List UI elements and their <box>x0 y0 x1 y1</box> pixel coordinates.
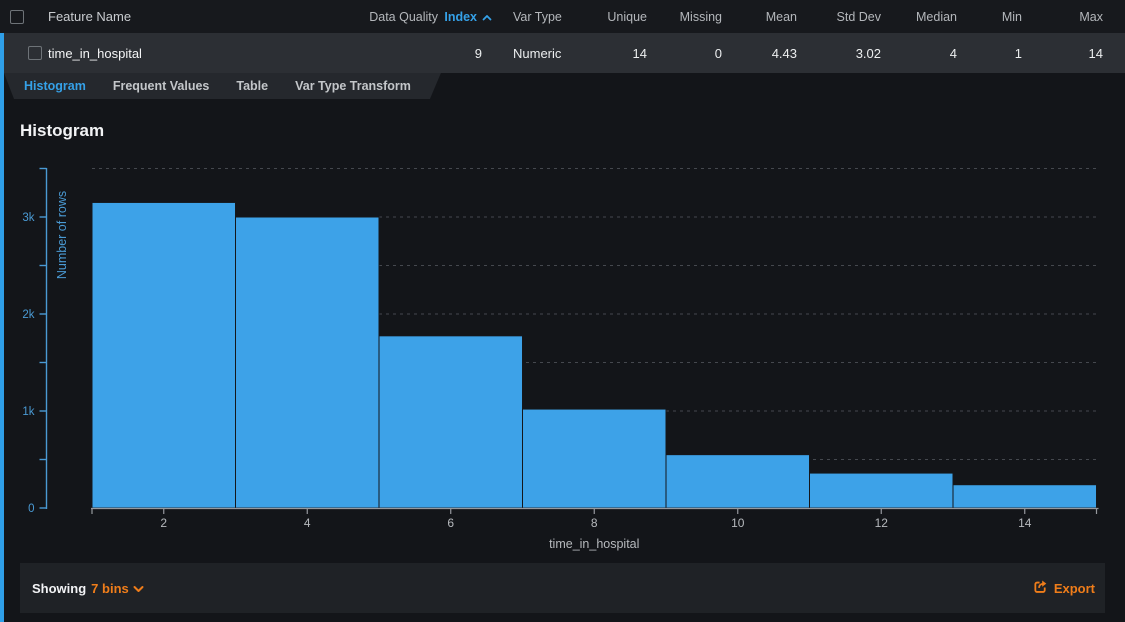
x-tick-label: 2 <box>160 516 167 530</box>
std-dev-value: 3.02 <box>855 45 881 61</box>
mean-value: 4.43 <box>771 45 797 61</box>
x-tick-label: 10 <box>731 516 745 530</box>
y-tick-label: 2k <box>22 309 34 321</box>
panel-title: Histogram <box>20 121 105 140</box>
histogram-bar-3[interactable] <box>378 335 523 509</box>
unique-value: 14 <box>632 45 647 61</box>
tab-var-type-transform[interactable]: Var Type Transform <box>295 79 411 93</box>
x-axis-title: time_in_hospital <box>549 537 639 551</box>
y-tick-label: 1k <box>22 406 34 418</box>
histogram-chart: 0 1k 2k 3k Number of rows 2 4 6 8 10 12 14 time_in_h… <box>0 150 1125 562</box>
feature-table-header: Feature Name Data Quality Index Var Type… <box>0 0 1125 33</box>
x-tick-label: 14 <box>1018 516 1032 530</box>
column-std-dev[interactable]: Std Dev <box>836 9 881 24</box>
tab-frequent-values[interactable]: Frequent Values <box>112 79 210 93</box>
x-tick-label: 6 <box>447 516 454 530</box>
tab-table[interactable]: Table <box>236 79 269 93</box>
median-value: 4 <box>949 45 957 61</box>
column-median[interactable]: Median <box>916 9 957 24</box>
histogram-bar-6[interactable] <box>809 472 954 509</box>
feature-name-value[interactable]: time_in_hospital <box>48 45 142 61</box>
y-tick-label: 3k <box>22 212 34 224</box>
sort-ascending-icon <box>482 10 492 24</box>
histogram-bar-1[interactable] <box>91 201 236 509</box>
bins-dropdown[interactable]: 7 bins <box>91 581 144 596</box>
x-tick-label: 8 <box>591 516 598 530</box>
select-all-checkbox[interactable] <box>10 9 24 24</box>
y-axis-title: Number of rows <box>55 191 69 279</box>
missing-value: 0 <box>714 45 722 61</box>
var-type-value: Numeric <box>513 45 562 61</box>
min-value: 1 <box>1014 45 1022 61</box>
feature-row-time-in-hospital[interactable]: time_in_hospital 9 Numeric 14 0 4.43 3.0… <box>0 33 1125 73</box>
chevron-down-icon <box>133 581 144 596</box>
showing-label: Showing <box>32 580 87 596</box>
max-value: 14 <box>1088 45 1103 61</box>
y-tick-label: 0 <box>28 503 34 515</box>
column-missing[interactable]: Missing <box>679 9 722 24</box>
x-tick-label: 12 <box>875 516 889 530</box>
export-button[interactable]: Export <box>1033 579 1095 597</box>
histogram-bar-7[interactable] <box>952 484 1097 509</box>
export-label: Export <box>1053 580 1095 596</box>
showing-bins: Showing 7 bins <box>32 581 144 596</box>
index-value: 9 <box>474 45 482 61</box>
column-var-type[interactable]: Var Type <box>513 9 562 24</box>
histogram-svg: 0 1k 2k 3k Number of rows 2 4 6 8 10 12 14 time_in_h… <box>22 167 1099 551</box>
column-max[interactable]: Max <box>1079 9 1103 24</box>
export-icon <box>1033 579 1048 597</box>
tab-histogram[interactable]: Histogram <box>24 79 86 93</box>
column-mean[interactable]: Mean <box>765 9 797 24</box>
column-data-quality[interactable]: Data Quality <box>369 9 438 24</box>
column-unique[interactable]: Unique <box>607 9 647 24</box>
select-all-cell <box>0 9 48 24</box>
histogram-bar-2[interactable] <box>235 216 380 509</box>
row-select-cell <box>0 46 48 60</box>
row-checkbox[interactable] <box>28 46 42 60</box>
x-tick-label: 4 <box>304 516 311 530</box>
column-index-label: Index <box>444 9 477 24</box>
histogram-bar-4[interactable] <box>522 408 667 509</box>
chart-footer: Showing 7 bins Export <box>20 563 1105 613</box>
column-index-sorted[interactable]: Index <box>438 10 494 24</box>
selected-row-indicator <box>0 33 4 622</box>
bins-value: 7 bins <box>91 580 129 596</box>
column-feature-name[interactable]: Feature Name <box>48 9 132 24</box>
histogram-bar-5[interactable] <box>665 454 810 509</box>
column-min[interactable]: Min <box>1001 9 1022 24</box>
feature-detail-tabs: Histogram Frequent Values Table Var Type… <box>4 73 441 99</box>
